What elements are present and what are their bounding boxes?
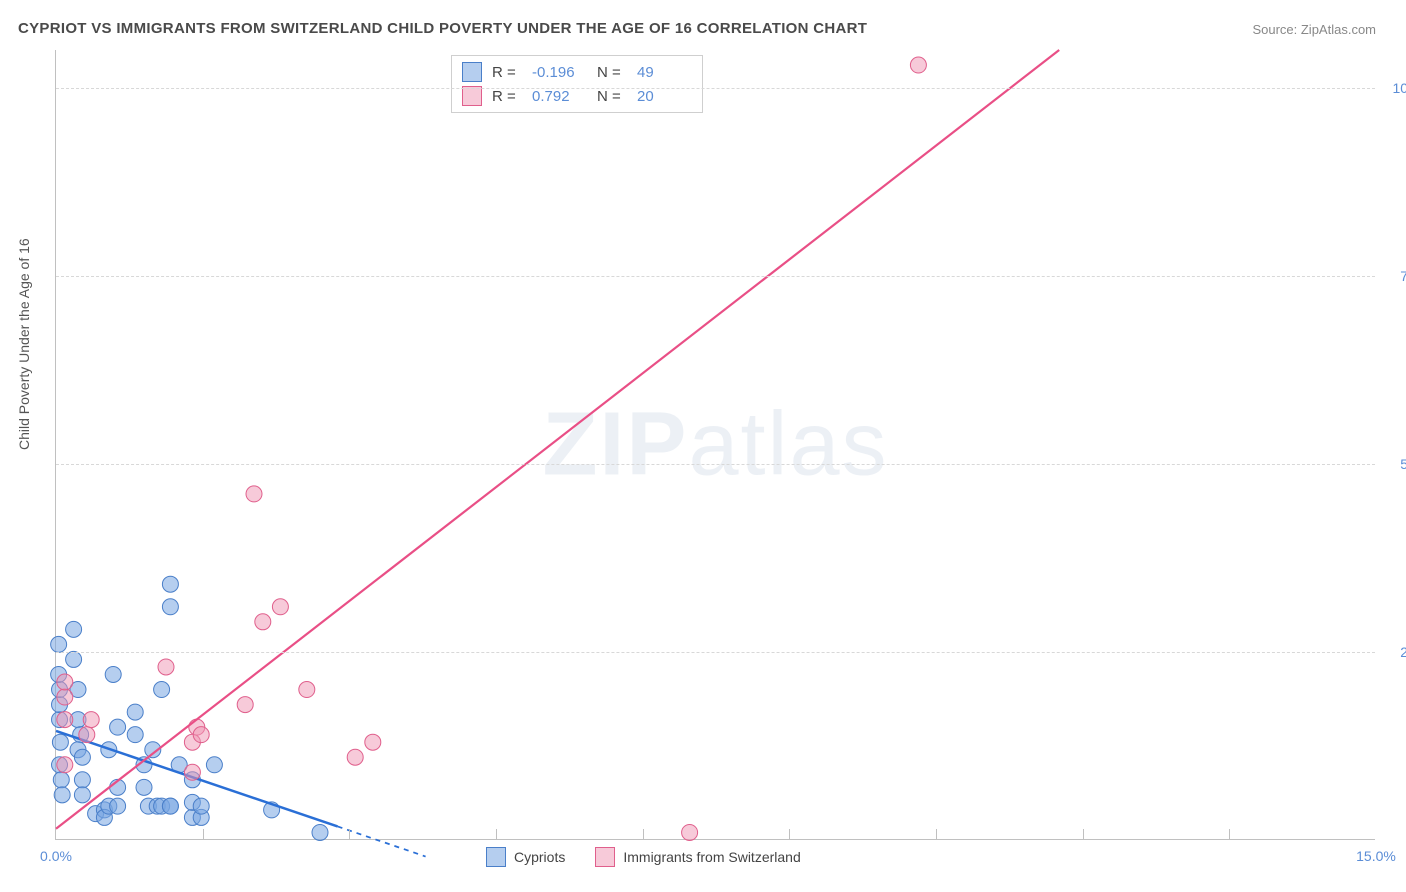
data-point <box>57 757 73 773</box>
data-point <box>299 682 315 698</box>
data-point <box>57 689 73 705</box>
data-point <box>237 697 253 713</box>
y-axis-label: Child Poverty Under the Age of 16 <box>16 238 32 450</box>
data-point <box>53 772 69 788</box>
legend-item-cypriots: Cypriots <box>486 847 565 867</box>
data-point <box>162 599 178 615</box>
data-point <box>255 614 271 630</box>
ytick-label: 100.0% <box>1393 80 1406 96</box>
data-point <box>154 682 170 698</box>
data-point <box>193 727 209 743</box>
data-point <box>110 798 126 814</box>
data-point <box>136 779 152 795</box>
data-point <box>365 734 381 750</box>
data-point <box>51 636 67 652</box>
legend-item-swiss: Immigrants from Switzerland <box>595 847 800 867</box>
gridline-h <box>56 276 1375 277</box>
data-point <box>66 651 82 667</box>
data-point <box>682 824 698 840</box>
data-point <box>162 798 178 814</box>
ytick-label: 50.0% <box>1400 456 1406 472</box>
data-point <box>347 749 363 765</box>
data-point <box>105 666 121 682</box>
data-point <box>910 57 926 73</box>
data-point <box>110 719 126 735</box>
legend-label: Cypriots <box>514 849 565 865</box>
ytick-label: 75.0% <box>1400 268 1406 284</box>
ytick-label: 25.0% <box>1400 644 1406 660</box>
gridline-h <box>56 464 1375 465</box>
source-label: Source: ZipAtlas.com <box>1252 22 1376 37</box>
data-point <box>127 704 143 720</box>
xtick-minor <box>936 829 937 839</box>
data-point <box>158 659 174 675</box>
legend-label: Immigrants from Switzerland <box>623 849 800 865</box>
trend-line <box>56 50 1059 829</box>
xtick-minor <box>1083 829 1084 839</box>
trend-line-dashed <box>338 826 426 856</box>
series-legend: Cypriots Immigrants from Switzerland <box>486 847 801 867</box>
data-point <box>74 772 90 788</box>
data-point <box>57 712 73 728</box>
xtick-minor <box>349 829 350 839</box>
data-point <box>79 727 95 743</box>
chart-title: CYPRIOT VS IMMIGRANTS FROM SWITZERLAND C… <box>18 20 867 37</box>
data-point <box>193 798 209 814</box>
data-point <box>74 749 90 765</box>
xtick-minor <box>1229 829 1230 839</box>
data-point <box>127 727 143 743</box>
data-point <box>162 576 178 592</box>
xtick-label: 15.0% <box>1356 848 1396 864</box>
chart-area: ZIPatlas R = -0.196 N = 49 R = 0.792 N =… <box>55 50 1375 840</box>
xtick-minor <box>789 829 790 839</box>
data-point <box>52 734 68 750</box>
data-point <box>272 599 288 615</box>
data-point <box>66 621 82 637</box>
data-point <box>74 787 90 803</box>
data-point <box>246 486 262 502</box>
data-point <box>312 824 328 840</box>
gridline-h <box>56 88 1375 89</box>
data-point <box>184 764 200 780</box>
data-point <box>57 674 73 690</box>
swatch-cypriots <box>486 847 506 867</box>
xtick-minor <box>203 829 204 839</box>
swatch-swiss <box>595 847 615 867</box>
xtick-minor <box>643 829 644 839</box>
data-point <box>54 787 70 803</box>
xtick-label: 0.0% <box>40 848 72 864</box>
data-point <box>206 757 222 773</box>
gridline-h <box>56 652 1375 653</box>
xtick-minor <box>496 829 497 839</box>
plot-svg <box>56 50 1375 839</box>
data-point <box>83 712 99 728</box>
